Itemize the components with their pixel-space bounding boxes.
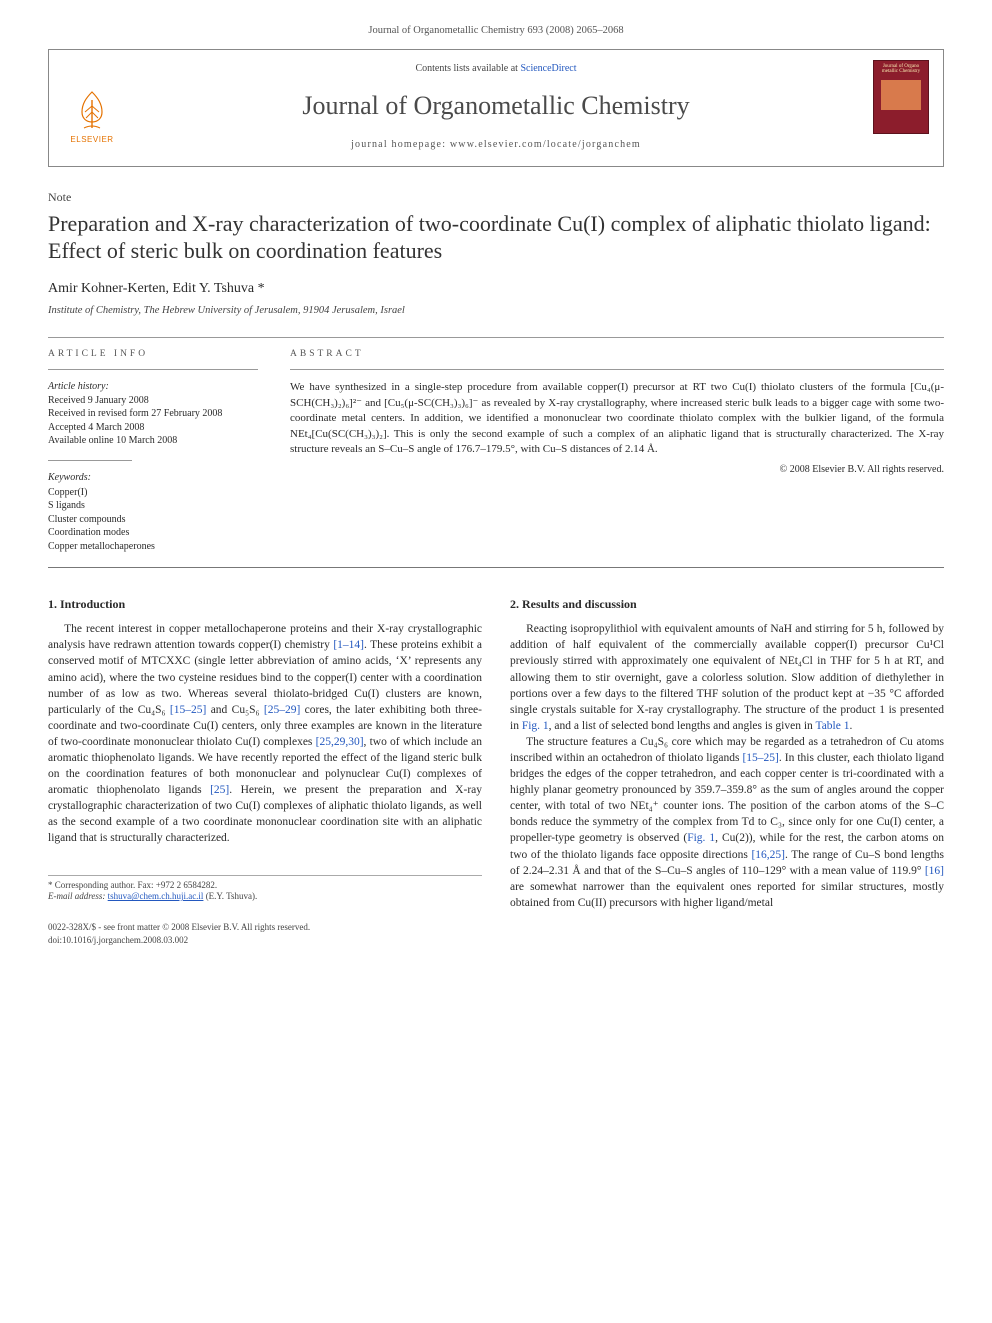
article-info-column: ARTICLE INFO Article history: Received 9… [48, 348, 258, 553]
elsevier-wordmark: ELSEVIER [70, 134, 113, 145]
body-paragraph: The recent interest in copper metallocha… [48, 621, 482, 846]
divider [48, 460, 132, 461]
footnotes-block: * Corresponding author. Fax: +972 2 6584… [48, 875, 482, 903]
masthead-center: Contents lists available at ScienceDirec… [133, 60, 859, 152]
email-paren: (E.Y. Tshuva). [206, 891, 258, 901]
abstract-text: We have synthesized in a single-step pro… [290, 380, 944, 457]
info-abstract-row: ARTICLE INFO Article history: Received 9… [48, 348, 944, 553]
keywords-list: Copper(I) S ligands Cluster compounds Co… [48, 486, 258, 554]
history-accepted: Accepted 4 March 2008 [48, 421, 258, 435]
history-revised: Received in revised form 27 February 200… [48, 407, 258, 421]
history-received: Received 9 January 2008 [48, 394, 258, 408]
journal-name: Journal of Organometallic Chemistry [141, 88, 851, 124]
cover-thumb-image [881, 80, 921, 110]
cover-thumb-title: Journal of Organo metallic Chemistry [877, 64, 925, 75]
article-history: Article history: Received 9 January 2008… [48, 380, 258, 448]
keyword: Coordination modes [48, 526, 258, 540]
elsevier-logo: ELSEVIER [63, 88, 121, 152]
sciencedirect-link[interactable]: ScienceDirect [520, 63, 576, 74]
body-columns: 1. Introduction The recent interest in c… [48, 596, 944, 910]
masthead: ELSEVIER Contents lists available at Sci… [48, 49, 944, 167]
author-list: Amir Kohner-Kerten, Edit Y. Tshuva * [48, 279, 944, 299]
divider-heavy [48, 567, 944, 568]
footer-left: 0022-328X/$ - see front matter © 2008 El… [48, 921, 310, 946]
cover-thumb-cell: Journal of Organo metallic Chemistry [859, 60, 929, 152]
page-footer: 0022-328X/$ - see front matter © 2008 El… [48, 921, 944, 946]
journal-cover-thumbnail: Journal of Organo metallic Chemistry [873, 60, 929, 134]
section-results: 2. Results and discussion Reacting isopr… [510, 596, 944, 910]
section-intro: 1. Introduction The recent interest in c… [48, 596, 482, 846]
affiliation: Institute of Chemistry, The Hebrew Unive… [48, 304, 944, 319]
article-type-label: Note [48, 189, 944, 206]
contents-available-line: Contents lists available at ScienceDirec… [141, 62, 851, 76]
article-info-heading: ARTICLE INFO [48, 348, 258, 361]
corresponding-author-note: * Corresponding author. Fax: +972 2 6584… [48, 880, 482, 892]
running-head-citation: Journal of Organometallic Chemistry 693 … [48, 24, 944, 39]
journal-homepage-line: journal homepage: www.elsevier.com/locat… [141, 138, 851, 152]
divider [48, 337, 944, 338]
doi-line: doi:10.1016/j.jorganchem.2008.03.002 [48, 934, 310, 947]
body-paragraph: Reacting isopropylithiol with equivalent… [510, 621, 944, 734]
email-line: E-mail address: tshuva@chem.ch.huji.ac.i… [48, 891, 482, 903]
publisher-logo-cell: ELSEVIER [63, 60, 133, 152]
keyword: Cluster compounds [48, 513, 258, 527]
keyword: Copper(I) [48, 486, 258, 500]
email-label: E-mail address: [48, 891, 105, 901]
section-heading: 2. Results and discussion [510, 596, 944, 613]
abstract-heading: ABSTRACT [290, 348, 944, 361]
keyword: Copper metallochaperones [48, 540, 258, 554]
elsevier-tree-icon [70, 88, 114, 132]
keyword: S ligands [48, 499, 258, 513]
article-title: Preparation and X-ray characterization o… [48, 210, 944, 265]
history-label: Article history: [48, 380, 258, 394]
keywords-label: Keywords: [48, 471, 258, 485]
abstract-column: ABSTRACT We have synthesized in a single… [290, 348, 944, 553]
abstract-copyright: © 2008 Elsevier B.V. All rights reserved… [290, 463, 944, 477]
divider [48, 369, 258, 370]
front-matter-line: 0022-328X/$ - see front matter © 2008 El… [48, 921, 310, 934]
section-heading: 1. Introduction [48, 596, 482, 613]
email-link[interactable]: tshuva@chem.ch.huji.ac.il [108, 891, 204, 901]
history-online: Available online 10 March 2008 [48, 434, 258, 448]
divider [290, 369, 944, 370]
body-paragraph: The structure features a Cu₄S₆ core whic… [510, 734, 944, 911]
contents-prefix: Contents lists available at [415, 63, 520, 74]
